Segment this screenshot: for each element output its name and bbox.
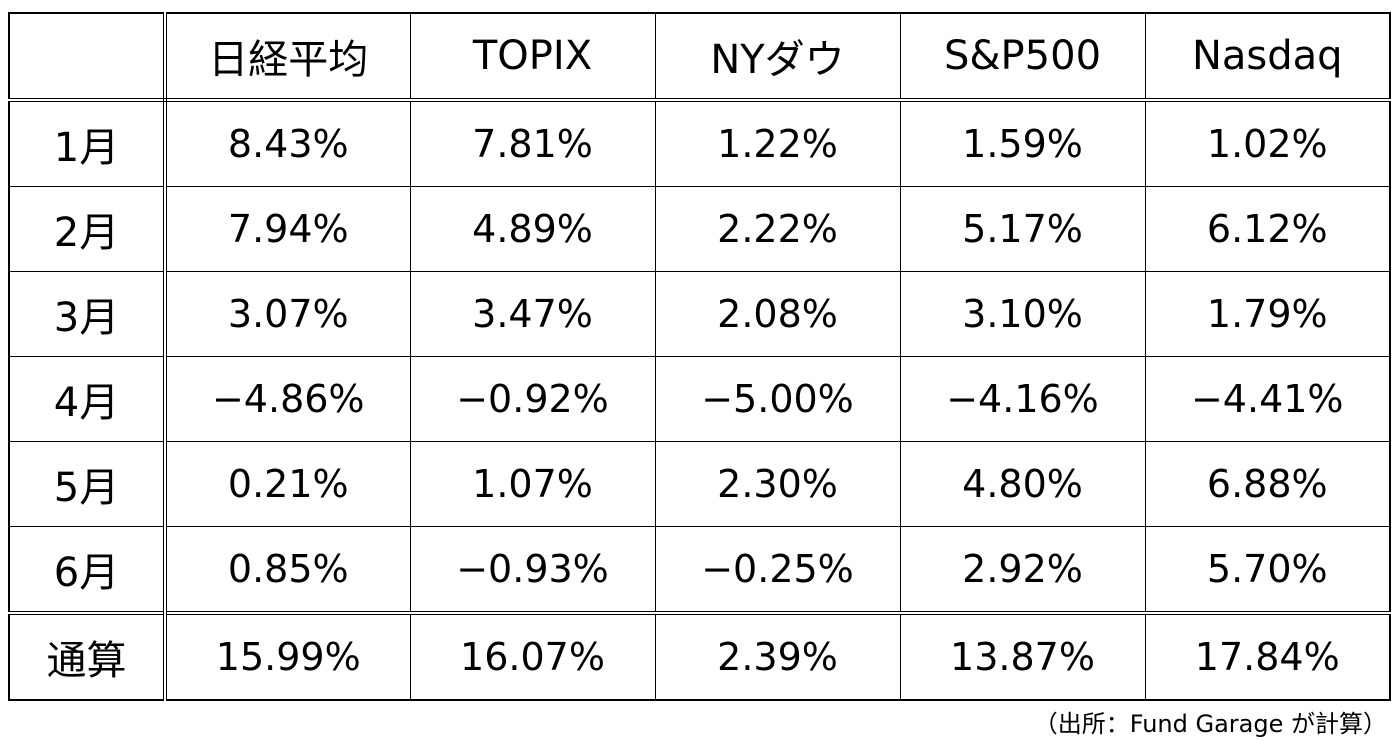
- table-row-feb: 2月 7.94% 4.89% 2.22% 5.17% 6.12%: [8, 186, 1391, 272]
- row-label: 5月: [8, 441, 167, 527]
- table-cell: −4.16%: [899, 356, 1146, 442]
- table-cell: 0.21%: [164, 441, 411, 527]
- table-cell: 1.79%: [1144, 271, 1391, 357]
- table-cell: 2.39%: [654, 611, 901, 701]
- table-cell: 5.17%: [899, 186, 1146, 272]
- table-row-jun: 6月 0.85% −0.93% −0.25% 2.92% 5.70%: [8, 526, 1391, 614]
- table-row-jan: 1月 8.43% 7.81% 1.22% 1.59% 1.02%: [8, 99, 1391, 187]
- column-header-ny-dow: NYダウ: [654, 12, 901, 102]
- table-cell: 1.07%: [409, 441, 656, 527]
- table-row-mar: 3月 3.07% 3.47% 2.08% 3.10% 1.79%: [8, 271, 1391, 357]
- table-cell: −4.86%: [164, 356, 411, 442]
- table-cell: 2.92%: [899, 526, 1146, 614]
- table-cell: −4.41%: [1144, 356, 1391, 442]
- table-cell: 1.59%: [899, 99, 1146, 187]
- table-cell: −0.25%: [654, 526, 901, 614]
- row-label-total: 通算: [8, 611, 167, 701]
- column-header-sp500: S&P500: [899, 12, 1146, 102]
- row-label: 1月: [8, 99, 167, 187]
- table-cell: 8.43%: [164, 99, 411, 187]
- table-cell: 4.89%: [409, 186, 656, 272]
- table-cell: 6.88%: [1144, 441, 1391, 527]
- table-cell: 16.07%: [409, 611, 656, 701]
- table-cell: 2.08%: [654, 271, 901, 357]
- source-note: （出所：Fund Garage が計算）: [1033, 710, 1387, 738]
- table-cell: 2.30%: [654, 441, 901, 527]
- table-row-total: 通算 15.99% 16.07% 2.39% 13.87% 17.84%: [8, 611, 1391, 701]
- table-cell: 1.02%: [1144, 99, 1391, 187]
- table-cell: 13.87%: [899, 611, 1146, 701]
- table-cell: 6.12%: [1144, 186, 1391, 272]
- column-header-nikkei: 日経平均: [164, 12, 411, 102]
- column-header-nasdaq: Nasdaq: [1144, 12, 1391, 102]
- table-cell: −0.92%: [409, 356, 656, 442]
- table-cell: 3.10%: [899, 271, 1146, 357]
- table-cell: 5.70%: [1144, 526, 1391, 614]
- table-cell: 17.84%: [1144, 611, 1391, 701]
- table-cell: 2.22%: [654, 186, 901, 272]
- returns-table-container: 日経平均 TOPIX NYダウ S&P500 Nasdaq 1月 8.43% 7…: [8, 12, 1391, 701]
- table-cell: 4.80%: [899, 441, 1146, 527]
- table-cell: −0.93%: [409, 526, 656, 614]
- table-cell: 15.99%: [164, 611, 411, 701]
- corner-cell: [8, 12, 167, 102]
- row-label: 2月: [8, 186, 167, 272]
- table-row-may: 5月 0.21% 1.07% 2.30% 4.80% 6.88%: [8, 441, 1391, 527]
- column-header-topix: TOPIX: [409, 12, 656, 102]
- table-cell: 0.85%: [164, 526, 411, 614]
- table-row-apr: 4月 −4.86% −0.92% −5.00% −4.16% −4.41%: [8, 356, 1391, 442]
- row-label: 3月: [8, 271, 167, 357]
- table-cell: 3.47%: [409, 271, 656, 357]
- row-label: 6月: [8, 526, 167, 614]
- table-cell: 7.94%: [164, 186, 411, 272]
- table-cell: 3.07%: [164, 271, 411, 357]
- monthly-returns-table: 日経平均 TOPIX NYダウ S&P500 Nasdaq 1月 8.43% 7…: [8, 12, 1391, 701]
- header-row: 日経平均 TOPIX NYダウ S&P500 Nasdaq: [8, 12, 1391, 102]
- table-cell: 1.22%: [654, 99, 901, 187]
- table-cell: −5.00%: [654, 356, 901, 442]
- table-cell: 7.81%: [409, 99, 656, 187]
- row-label: 4月: [8, 356, 167, 442]
